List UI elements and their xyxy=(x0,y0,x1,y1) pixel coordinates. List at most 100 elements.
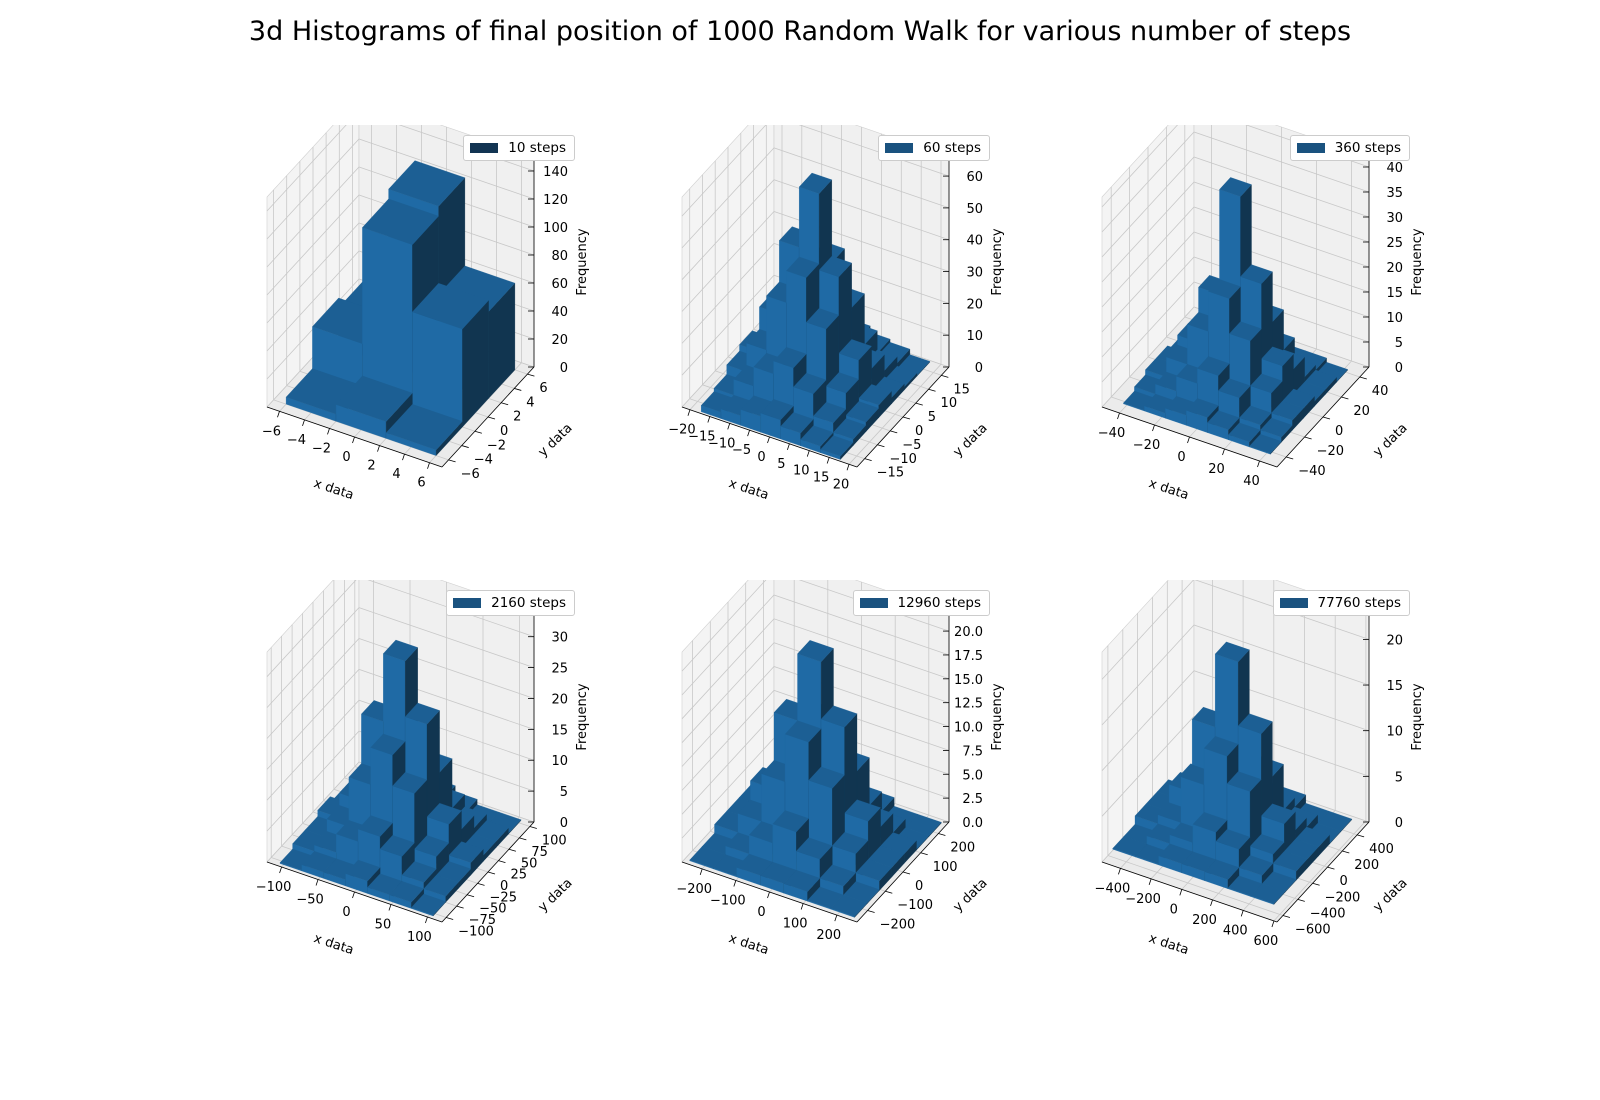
z-axis-label: Frequency xyxy=(990,683,1005,750)
x-tick xyxy=(1118,868,1121,875)
chart-panel-4: −100 −50 0 50 100 −100 −75 −50 −25 0 25 50 75 100 0 5 10… xyxy=(205,580,675,1000)
legend-swatch xyxy=(470,143,499,153)
gridline xyxy=(266,138,535,240)
z-tick-label: 5 xyxy=(1395,770,1403,785)
chart-panel-6: −400 −200 0 200 400 600 −600 −400 −200 0 200 400 0 5 1… xyxy=(1040,580,1510,1000)
x-tick-label: 0 xyxy=(1170,902,1178,917)
gridline xyxy=(681,211,950,312)
legend-label: 12960 steps xyxy=(897,595,981,611)
y-tick-label: 200 xyxy=(950,841,975,856)
bar xyxy=(1204,859,1240,890)
gridline xyxy=(681,642,950,743)
x-tick-label: −200 xyxy=(676,882,712,897)
y-tick xyxy=(920,852,928,856)
x-tick-label: −20 xyxy=(1133,438,1160,453)
z-tick-label: 0 xyxy=(975,361,983,376)
z-tick-label: 15.0 xyxy=(954,673,983,688)
y-axis-label: y data xyxy=(951,421,991,460)
gridline xyxy=(266,222,535,324)
y-tick xyxy=(514,388,522,391)
y-tick-label: −4 xyxy=(474,453,493,468)
x-tick-label: −50 xyxy=(296,893,323,908)
x-tick xyxy=(1222,448,1225,456)
z-tick-label: 10.0 xyxy=(954,721,983,736)
x-tick-label: 10 xyxy=(793,464,810,479)
legend: 2160 steps xyxy=(446,590,575,616)
y-tick xyxy=(1297,899,1305,902)
bars xyxy=(1123,177,1348,455)
x-tick xyxy=(733,880,737,887)
z-tick-label: 20.0 xyxy=(954,625,983,640)
gridline xyxy=(1101,231,1370,333)
x-tick-label: −400 xyxy=(1095,881,1131,896)
x-tick xyxy=(800,903,804,910)
y-tick xyxy=(1312,882,1320,886)
z-tick-label: 17.5 xyxy=(954,649,983,664)
legend-swatch xyxy=(1279,598,1308,608)
x-tick xyxy=(1117,412,1120,420)
y-tick-label: −400 xyxy=(1310,906,1346,921)
y-tick xyxy=(902,871,911,875)
x-tick xyxy=(302,419,305,426)
y-tick xyxy=(1342,850,1350,854)
bar xyxy=(385,404,463,456)
x-tick xyxy=(1240,910,1244,917)
y-axis-label: y data xyxy=(536,421,576,460)
z-tick-label: 10 xyxy=(1386,725,1403,740)
bar xyxy=(820,435,854,460)
chart-svg: −400−2000200400600−600−400−2000200400051… xyxy=(1095,580,1425,958)
z-tick-label: 25 xyxy=(551,662,568,677)
x-tick-label: 100 xyxy=(407,930,432,945)
z-tick-label: 7.5 xyxy=(962,744,983,759)
z-tick-label: 5 xyxy=(1395,336,1403,351)
y-tick-label: −200 xyxy=(880,917,916,932)
y-tick xyxy=(864,458,872,462)
z-tick-label: 20 xyxy=(966,297,983,312)
y-tick-label: 0 xyxy=(500,879,508,894)
x-tick xyxy=(315,879,319,886)
x-tick-label: −5 xyxy=(732,443,751,458)
bar xyxy=(1249,434,1282,455)
bars xyxy=(279,639,522,917)
x-tick xyxy=(352,436,355,444)
y-axis-label: y data xyxy=(1371,876,1411,915)
x-tick-label: 20 xyxy=(1208,462,1225,477)
y-axis-label: y data xyxy=(536,876,576,915)
z-tick-label: 2.5 xyxy=(962,792,983,807)
x-tick xyxy=(1210,899,1213,907)
gridline xyxy=(266,580,535,677)
legend: 10 steps xyxy=(463,135,575,161)
legend-swatch xyxy=(885,143,914,153)
legend: 60 steps xyxy=(878,135,990,161)
z-tick-label: 20 xyxy=(551,692,568,707)
legend-label: 10 steps xyxy=(508,140,566,156)
y-tick xyxy=(529,826,537,829)
x-tick-label: 15 xyxy=(813,470,830,485)
gridline xyxy=(1101,181,1370,283)
x-tick xyxy=(1187,436,1190,444)
y-tick xyxy=(1341,396,1349,400)
x-axis-label: x data xyxy=(312,476,356,503)
y-tick-label: 0 xyxy=(500,424,508,439)
y-tick xyxy=(456,905,464,909)
gridline xyxy=(1101,715,1370,817)
x-tick-label: 400 xyxy=(1223,923,1248,938)
y-tick-label: 20 xyxy=(1353,404,1370,419)
y-tick-label: −75 xyxy=(469,913,496,928)
y-tick xyxy=(1359,376,1367,380)
gridline xyxy=(681,242,950,344)
x-tick xyxy=(1179,889,1183,896)
x-tick-label: −2 xyxy=(312,441,331,456)
z-tick-label: 140 xyxy=(543,165,568,180)
y-tick-label: 25 xyxy=(510,868,527,883)
x-tick-label: 600 xyxy=(1254,934,1279,949)
y-tick-label: 5 xyxy=(928,410,936,425)
gridline xyxy=(681,274,950,376)
legend-swatch xyxy=(453,598,482,608)
y-tick-label: −15 xyxy=(877,466,904,481)
y-tick xyxy=(527,373,535,377)
y-tick xyxy=(1322,416,1331,420)
x-tick xyxy=(1271,920,1275,928)
x-tick-label: −6 xyxy=(262,424,281,439)
x-tick-label: −100 xyxy=(256,880,292,895)
